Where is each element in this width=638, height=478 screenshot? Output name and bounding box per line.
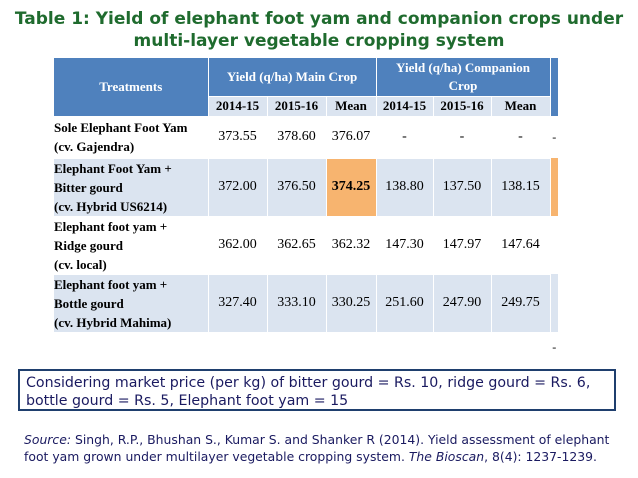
treatment-line: Elephant foot yam +: [54, 276, 168, 292]
empty-cell: [54, 332, 209, 363]
table-row: Elephant foot yam + Ridge gourd (cv. loc…: [54, 216, 558, 275]
source-text-2: foot yam grown under multilayer vegetabl…: [24, 449, 409, 464]
treatment-line: (cv. Gajendra): [54, 138, 135, 154]
empty-cell: [491, 332, 551, 363]
value-cell: 138.15: [491, 158, 551, 217]
source-citation: Source: Singh, R.P., Bhushan S., Kumar S…: [24, 431, 624, 465]
note-line-2: bottle gourd = Rs. 5, Elephant foot yam …: [26, 393, 349, 409]
value-cell: 376.07: [326, 116, 377, 159]
value-cell: -: [433, 116, 492, 159]
value-cell: 147.97: [433, 216, 492, 275]
subheader-comp-mean: Mean: [491, 95, 551, 116]
treatment-cell: Sole Elephant Foot Yam (cv. Gajendra): [54, 116, 209, 159]
side-cell: -: [550, 116, 558, 158]
value-cell: 251.60: [376, 274, 434, 333]
source-journal: The Bioscan: [408, 449, 485, 464]
value-cell: 330.25: [326, 274, 377, 333]
value-cell: 373.55: [208, 116, 268, 159]
treatment-line: Elephant Foot Yam +: [54, 160, 172, 176]
value-cell: 147.30: [376, 216, 434, 275]
subheader-main-2015: 2015-16: [267, 95, 327, 116]
empty-cell: [433, 332, 492, 363]
treatment-line: Ridge gourd: [54, 237, 123, 253]
treatment-line: Bottle gourd: [54, 295, 124, 311]
yield-table: Treatments Yield (q/ha) Main Crop Yield …: [54, 58, 558, 363]
note-line-1: Considering market price (per kg) of bit…: [26, 375, 591, 391]
value-cell: 333.10: [267, 274, 327, 333]
highlighted-value-cell: 374.25: [326, 158, 377, 217]
value-cell: 249.75: [491, 274, 551, 333]
side-cell-highlight: [550, 158, 558, 216]
value-cell: 137.50: [433, 158, 492, 217]
empty-cell: [326, 332, 377, 363]
page-title: Table 1: Yield of elephant foot yam and …: [10, 8, 628, 52]
treatment-line: (cv. Hybrid US6214): [54, 198, 168, 214]
table-row: Elephant Foot Yam + Bitter gourd (cv. Hy…: [54, 158, 558, 217]
treatment-cell: Elephant foot yam + Bottle gourd (cv. Hy…: [54, 274, 209, 333]
value-cell: -: [376, 116, 434, 159]
empty-cell: [208, 332, 268, 363]
title-line-2: multi-layer vegetable cropping system: [133, 31, 505, 51]
subheader-main-2014: 2014-15: [208, 95, 268, 116]
companion-header-line-2: Crop: [448, 77, 478, 93]
treatment-line: Elephant foot yam +: [54, 218, 168, 234]
treatment-line: (cv. Hybrid Mahima): [54, 314, 172, 330]
table-edge-header: [550, 58, 558, 116]
treatment-line: Bitter gourd: [54, 179, 123, 195]
treatment-line: (cv. local): [54, 256, 107, 272]
empty-cell: [267, 332, 327, 363]
value-cell: 378.60: [267, 116, 327, 159]
main-crop-header: Yield (q/ha) Main Crop: [208, 58, 377, 96]
side-cell: -: [550, 332, 558, 362]
table-row-empty: -: [54, 332, 558, 363]
subheader-comp-2014: 2014-15: [376, 95, 434, 116]
value-cell: 327.40: [208, 274, 268, 333]
side-cell: [550, 216, 558, 274]
value-cell: 362.00: [208, 216, 268, 275]
treatment-cell: Elephant foot yam + Ridge gourd (cv. loc…: [54, 216, 209, 275]
companion-crop-header: Yield (q/ha) Companion Crop: [376, 58, 551, 96]
companion-header-line-1: Yield (q/ha) Companion: [396, 59, 530, 75]
table-row: Sole Elephant Foot Yam (cv. Gajendra) 37…: [54, 116, 558, 159]
value-cell: 362.32: [326, 216, 377, 275]
value-cell: 247.90: [433, 274, 492, 333]
side-cell: [550, 274, 558, 332]
subheader-comp-2015: 2015-16: [433, 95, 492, 116]
title-line-1: Table 1: Yield of elephant foot yam and …: [14, 9, 624, 29]
source-text-1: Singh, R.P., Bhushan S., Kumar S. and Sh…: [71, 432, 610, 447]
empty-cell: [376, 332, 434, 363]
source-label: Source:: [24, 432, 72, 447]
market-price-note: Considering market price (per kg) of bit…: [18, 369, 616, 411]
value-cell: 362.65: [267, 216, 327, 275]
table-row: Elephant foot yam + Bottle gourd (cv. Hy…: [54, 274, 558, 333]
treatment-cell: Elephant Foot Yam + Bitter gourd (cv. Hy…: [54, 158, 209, 217]
value-cell: 372.00: [208, 158, 268, 217]
value-cell: -: [491, 116, 551, 159]
source-text-3: , 8(4): 1237-1239.: [484, 449, 597, 464]
treatment-line: Sole Elephant Foot Yam: [54, 119, 188, 135]
value-cell: 376.50: [267, 158, 327, 217]
subheader-main-mean: Mean: [326, 95, 377, 116]
treatments-header: Treatments: [54, 58, 209, 116]
value-cell: 138.80: [376, 158, 434, 217]
value-cell: 147.64: [491, 216, 551, 275]
